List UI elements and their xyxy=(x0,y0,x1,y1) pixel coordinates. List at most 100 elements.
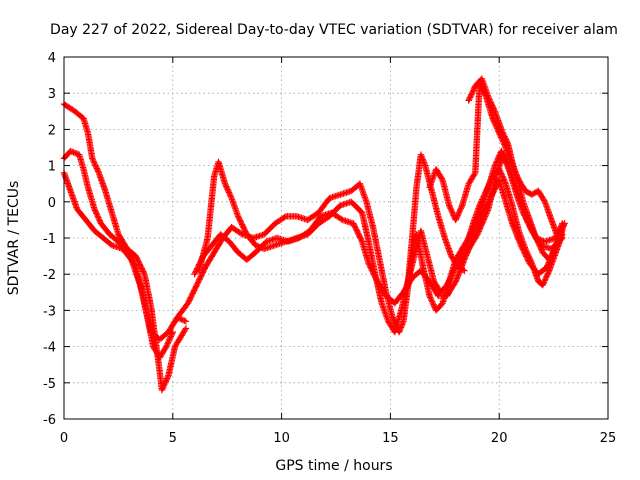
y-tick-label: 4 xyxy=(48,51,56,66)
trace-mark xyxy=(534,237,541,245)
trace-mark xyxy=(438,175,445,182)
trace-mark xyxy=(227,192,234,199)
x-tick-label: 15 xyxy=(382,431,399,446)
trace-mark xyxy=(194,280,201,287)
trace-mark xyxy=(538,246,545,253)
trace-mark xyxy=(532,233,539,240)
trace-mark xyxy=(484,184,491,192)
trace-mark xyxy=(196,259,204,267)
data-point xyxy=(221,180,229,187)
trace-mark xyxy=(224,186,231,193)
y-axis-label: SDTVAR / TECUs xyxy=(6,181,22,296)
trace-mark xyxy=(94,166,101,174)
trace-mark xyxy=(468,91,475,98)
trace-mark xyxy=(476,220,483,228)
trace-mark xyxy=(198,272,205,279)
y-tick-label: 0 xyxy=(48,196,56,211)
trace-mark xyxy=(480,193,487,200)
trace-mark xyxy=(95,216,103,223)
trace-mark xyxy=(352,225,360,233)
trace-mark xyxy=(133,255,141,263)
trace-mark xyxy=(63,177,70,184)
trace-mark xyxy=(427,294,434,301)
y-tick-label: -4 xyxy=(43,341,56,356)
trace-mark xyxy=(556,237,564,244)
x-tick-label: 10 xyxy=(273,431,290,446)
trace-mark xyxy=(526,254,533,261)
data-point xyxy=(482,187,490,195)
trace-mark xyxy=(91,159,98,166)
data-point xyxy=(184,300,192,307)
y-tick-label: 3 xyxy=(48,87,56,102)
trace-mark xyxy=(370,271,378,278)
trace-mark xyxy=(445,277,453,285)
trace-mark xyxy=(368,267,376,274)
trace-mark xyxy=(227,193,235,200)
trace-mark xyxy=(525,252,532,260)
trace-mark xyxy=(543,273,550,280)
data-point xyxy=(182,318,190,325)
trace-mark xyxy=(165,339,172,346)
trace-mark xyxy=(447,273,455,280)
trace-mark xyxy=(356,234,364,241)
trace-mark xyxy=(487,99,495,106)
trace-mark xyxy=(501,133,508,140)
tick-labels: 0 5 10 15 20 25 -6 -5 -4 -3 -2 -1 0 1 2 3 4 xyxy=(43,51,616,446)
y-tick-label: -3 xyxy=(43,304,56,319)
y-tick-label: -6 xyxy=(43,413,56,428)
data-point xyxy=(132,252,139,260)
trace-mark xyxy=(140,269,147,276)
trace-mark xyxy=(516,229,523,236)
trace-mark xyxy=(192,268,200,275)
trace-mark xyxy=(197,258,204,265)
trace-mark xyxy=(525,215,533,222)
trace-mark xyxy=(134,257,141,264)
trace-mark xyxy=(198,255,206,263)
series-track-1 xyxy=(60,100,190,394)
trace-mark xyxy=(189,290,196,297)
x-tick-label: 25 xyxy=(600,431,617,446)
trace-mark xyxy=(499,174,507,182)
trace-mark xyxy=(198,270,206,278)
x-axis-label: GPS time / hours xyxy=(275,458,392,474)
trace-mark xyxy=(135,258,142,265)
trace-mark xyxy=(500,130,507,137)
trace-mark xyxy=(238,220,245,227)
trace-mark xyxy=(354,230,362,237)
series-track-3 xyxy=(60,169,190,343)
axis-ticks xyxy=(63,56,609,420)
trace-mark xyxy=(542,276,549,283)
trace-mark xyxy=(492,185,499,192)
trace-mark xyxy=(524,251,532,258)
trace-mark xyxy=(354,228,361,236)
trace-mark xyxy=(475,223,482,231)
trace-mark xyxy=(195,277,202,285)
trace-mark xyxy=(240,224,247,231)
trace-mark xyxy=(536,243,544,250)
data-point xyxy=(461,267,468,274)
trace-mark xyxy=(535,240,542,247)
trace-mark xyxy=(455,209,463,216)
trace-mark xyxy=(445,279,452,286)
trace-mark xyxy=(192,269,199,276)
trace-mark xyxy=(540,197,548,204)
trace-mark xyxy=(196,276,203,283)
trace-mark xyxy=(367,264,374,271)
trace-mark xyxy=(471,232,478,239)
trace-mark xyxy=(186,295,194,303)
data-point xyxy=(476,202,483,209)
trace-mark xyxy=(524,250,531,257)
trace-mark xyxy=(358,237,365,244)
trace-mark xyxy=(470,87,477,94)
trace-mark xyxy=(185,298,192,305)
data-point xyxy=(519,198,527,205)
y-tick-label: -5 xyxy=(43,377,56,392)
trace-mark xyxy=(532,270,539,278)
trace-mark xyxy=(225,189,233,196)
trace-mark xyxy=(91,161,99,168)
trace-mark xyxy=(419,156,426,163)
trace-mark xyxy=(533,236,540,243)
trace-mark xyxy=(449,269,457,276)
trace-mark xyxy=(242,228,249,235)
trace-mark xyxy=(459,266,467,274)
